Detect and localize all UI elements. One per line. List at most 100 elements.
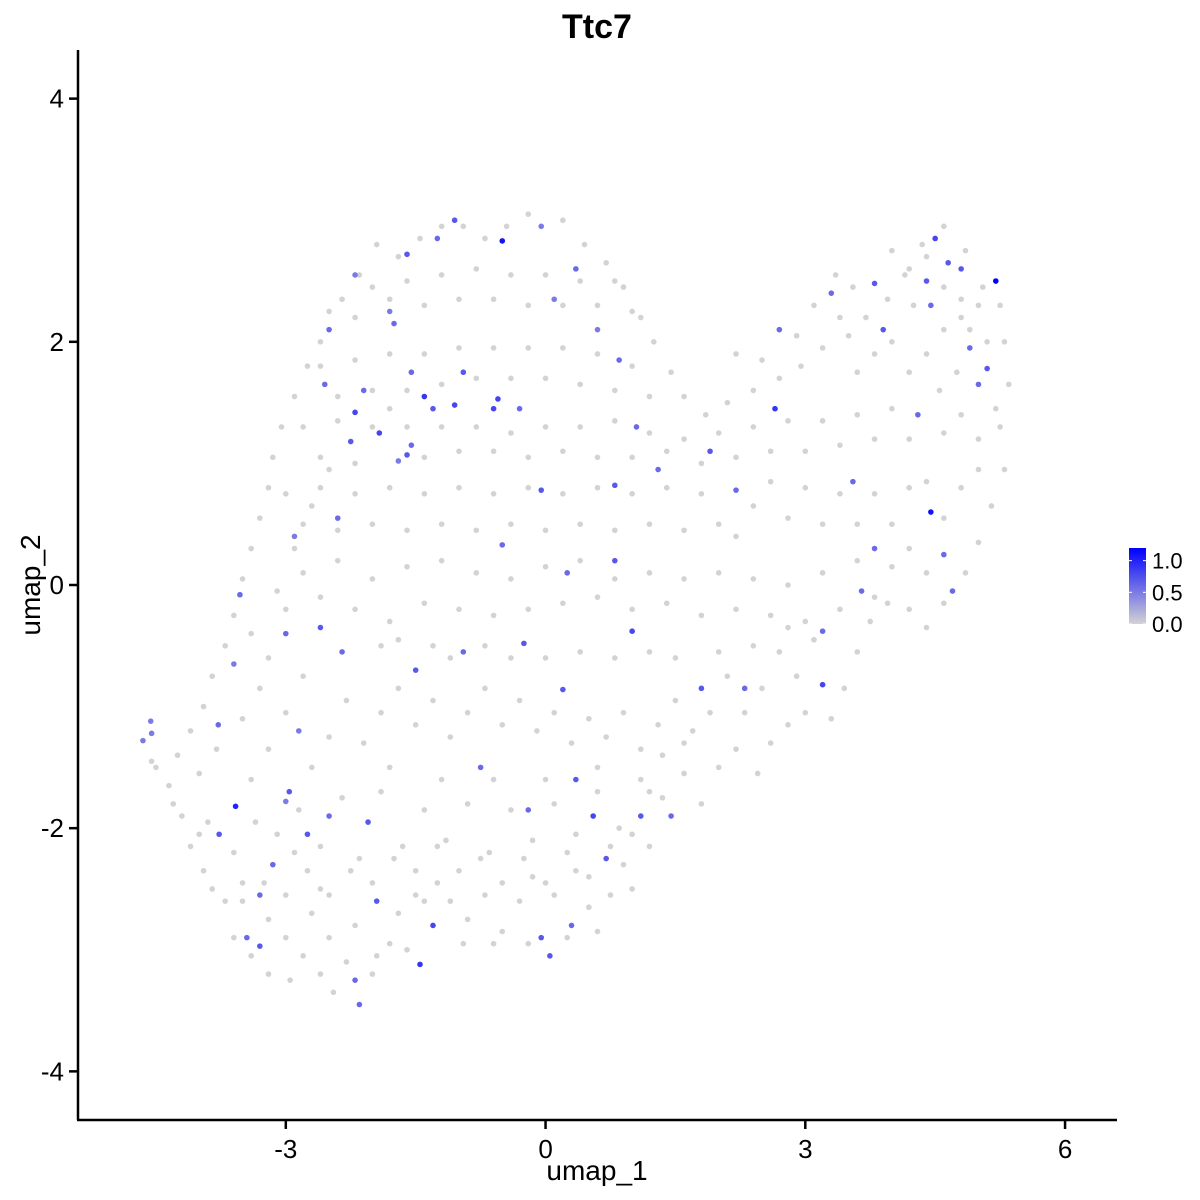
data-point — [443, 837, 449, 844]
data-point — [317, 971, 324, 977]
data-point — [785, 515, 791, 521]
data-point — [560, 491, 566, 497]
data-point — [386, 940, 393, 947]
data-point — [871, 545, 878, 552]
data-point — [629, 831, 635, 838]
data-point — [516, 898, 523, 904]
data-point — [317, 484, 324, 491]
data-point — [560, 345, 566, 351]
data-point — [564, 934, 570, 941]
data-point — [270, 454, 276, 461]
data-point — [698, 612, 705, 619]
data-point — [231, 934, 237, 941]
data-point — [923, 351, 930, 357]
data-point — [941, 551, 947, 558]
data-point — [850, 478, 856, 485]
data-point — [542, 527, 549, 534]
data-point — [347, 438, 354, 445]
data-point — [417, 961, 423, 968]
data-point — [438, 424, 445, 430]
data-point — [404, 563, 410, 570]
data-point — [594, 484, 601, 491]
data-point — [707, 709, 713, 716]
data-point — [759, 685, 765, 692]
data-point — [248, 545, 254, 552]
data-point — [153, 764, 159, 771]
data-point — [923, 624, 930, 631]
data-point — [140, 737, 146, 744]
data-point — [473, 424, 480, 430]
data-point — [945, 259, 951, 266]
data-point — [525, 302, 532, 309]
data-point — [637, 314, 644, 321]
data-point — [339, 649, 345, 655]
data-point — [612, 278, 618, 284]
data-point — [386, 764, 393, 771]
data-point — [308, 910, 315, 917]
data-point — [334, 418, 341, 424]
data-point — [542, 563, 549, 570]
data-point — [854, 557, 861, 564]
data-point — [386, 405, 393, 412]
data-point — [486, 849, 493, 856]
data-point — [906, 606, 912, 613]
data-point — [321, 381, 328, 388]
data-point — [304, 363, 311, 369]
data-point — [404, 251, 410, 258]
data-point — [438, 381, 445, 388]
data-point — [603, 259, 609, 266]
data-point — [928, 509, 934, 515]
data-point — [776, 326, 783, 333]
data-point — [646, 649, 653, 655]
data-point — [326, 326, 332, 333]
data-point — [376, 430, 383, 436]
data-point — [785, 624, 791, 631]
data-point — [521, 640, 527, 647]
data-point — [352, 272, 358, 278]
data-point — [620, 709, 627, 716]
data-point — [889, 521, 895, 528]
data-point — [283, 491, 289, 497]
data-point — [499, 238, 506, 244]
data-point — [793, 332, 800, 339]
data-point — [650, 339, 657, 345]
colorbar-tick-label: 1.0 — [1152, 549, 1183, 574]
data-point — [473, 570, 480, 576]
data-point — [300, 521, 306, 528]
data-point — [941, 430, 947, 436]
data-point — [586, 715, 592, 722]
data-point — [274, 588, 280, 594]
data-point — [438, 776, 445, 783]
data-point — [724, 673, 731, 679]
data-point — [902, 272, 908, 278]
data-point — [586, 904, 592, 911]
data-point — [237, 591, 243, 598]
data-point — [681, 527, 687, 534]
data-point — [586, 874, 592, 880]
data-point — [607, 892, 614, 898]
data-point — [378, 788, 384, 795]
data-point — [386, 484, 393, 491]
data-point — [871, 594, 878, 600]
data-point — [369, 880, 376, 886]
data-point — [499, 542, 506, 548]
data-point — [715, 649, 722, 655]
data-point — [581, 241, 588, 248]
data-point — [715, 521, 722, 528]
data-point — [473, 266, 480, 272]
data-point — [386, 618, 393, 625]
data-point — [741, 685, 748, 692]
data-point — [369, 424, 376, 430]
data-point — [772, 405, 778, 412]
data-point — [668, 369, 674, 376]
data-point — [997, 302, 1003, 309]
data-point — [577, 521, 583, 528]
data-point — [967, 345, 973, 351]
data-point — [932, 235, 938, 242]
data-point — [286, 788, 293, 795]
data-point — [828, 715, 835, 722]
y-tick-label: 2 — [50, 327, 64, 357]
data-point — [456, 296, 462, 303]
data-point — [408, 369, 415, 376]
data-point — [248, 630, 254, 637]
